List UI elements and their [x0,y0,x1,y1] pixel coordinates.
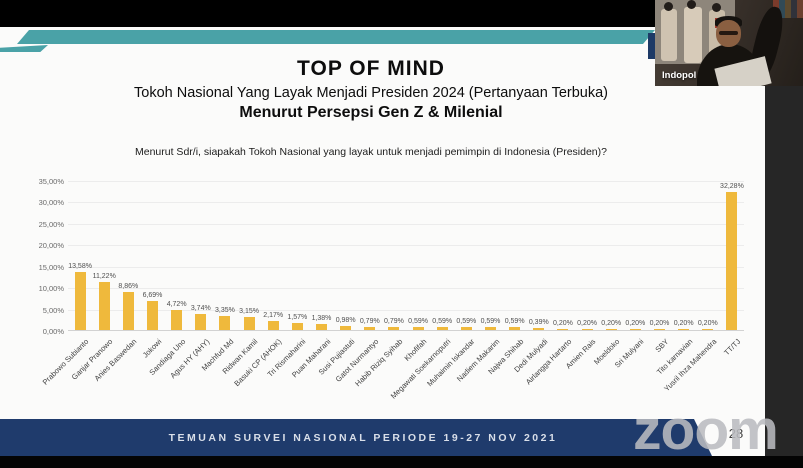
bar [267,320,279,330]
bar-value-label: 0,20% [552,319,573,327]
bar-value-label: 0,59% [432,318,453,326]
gridline [68,245,744,247]
zoom-watermark: zoom [633,398,779,462]
bar-value-label: 1,38% [311,315,332,323]
bar [485,327,496,330]
y-tick-label: 20,00% [38,241,64,251]
bar-value-label: 0,20% [577,319,597,327]
gridline [68,266,744,268]
bar [678,328,690,330]
bar-value-label: 0,20% [649,319,670,327]
bar [509,327,521,330]
gridline [68,288,744,290]
bar [364,326,376,330]
y-tick-label: 10,00% [38,284,64,294]
bar-value-label: 13,58% [68,262,92,270]
slide-subtitle-2: Menurut Persepsi Gen Z & Milenial [239,104,503,121]
bar [291,323,303,330]
bar [460,327,472,330]
bar [122,292,134,330]
bar [581,328,593,330]
y-tick-label: 15,00% [38,262,64,272]
bar [533,328,545,330]
slide-footer-text: TEMUAN SURVEI NASIONAL PERIODE 19-27 NOV… [168,431,558,444]
slide-title: TOP OF MIND [297,57,445,80]
bar [605,328,617,330]
letterbox-bottom [0,456,803,468]
bar-value-label: 0,59% [480,318,501,326]
bar-value-label: 8,86% [118,283,139,291]
gridline [68,202,744,204]
bar [98,281,110,330]
poster-figure [661,2,677,61]
bar-value-label: 0,59% [504,318,525,326]
y-tick-label: 5,00% [42,305,64,315]
bar [195,313,207,330]
bar [412,327,424,330]
bar-value-label: 0,39% [528,319,549,327]
slide-subtitle: Tokoh Nasional Yang Layak Menjadi Presid… [134,85,608,101]
bar [219,315,231,330]
gridline [68,223,744,225]
bar-value-label: 0,98% [335,316,356,324]
bar-value-label: 32,28% [720,182,744,190]
slide-ribbon-sliver [0,45,48,52]
bar-value-label: 0,79% [383,317,404,325]
shared-slide: TOP OF MIND Tokoh Nasional Yang Layak Me… [0,27,765,456]
bar [629,328,641,330]
bar-value-label: 3,35% [214,306,235,314]
bar [436,327,448,330]
bar-value-label: 0,20% [697,319,718,327]
bar-value-label: 3,15% [239,307,259,315]
x-axis-line [68,330,744,331]
poster-figure [684,0,702,63]
slide-ribbon-decoration [17,30,655,44]
y-tick-label: 0,00% [42,327,64,336]
participant-name-label: Indopol [662,70,697,81]
bar-value-label: 6,69% [142,292,163,300]
chart-plot: 0,00% 5,00% 10,00% 15,00% 20,00% 25,00% 30,00%… [39,177,744,401]
y-tick-label: 25,00% [38,219,64,229]
bar-value-label: 1,57% [287,314,308,322]
bar [654,328,665,330]
bar [243,316,255,330]
gridline [68,309,744,311]
y-tick-label: 35,00% [38,177,64,186]
bar [726,191,738,330]
bar-value-label: 4,72% [166,300,187,308]
participant-glasses [719,31,738,35]
bar [702,328,714,330]
bar [171,309,183,330]
bar-value-label: 0,20% [625,319,646,327]
bar [388,326,400,330]
bar-value-label: 0,59% [456,318,477,326]
bar [74,271,86,330]
y-tick-label: 30,00% [38,198,64,208]
bar-value-label: 0,59% [408,318,428,326]
slide-footer-bar: TEMUAN SURVEI NASIONAL PERIODE 19-27 NOV… [0,419,712,456]
bar-value-label: 0,79% [359,317,380,325]
slide-page-number: 28 [728,426,744,441]
survey-question: Menurut Sdr/i, siapakah Tokoh Nasional y… [135,146,607,158]
gridline [68,181,744,182]
bar-value-label: 0,20% [673,319,694,327]
bar [147,301,158,330]
slide-logo-fragment [648,33,656,59]
slide-title-block: TOP OF MIND Tokoh Nasional Yang Layak Me… [0,57,742,122]
bar [557,328,569,330]
bar-value-label: 2,17% [263,311,284,319]
bar-value-label: 3,74% [190,304,211,312]
bar [340,325,352,330]
webcam-tile[interactable]: Indopol [655,0,803,86]
bar-value-label: 0,20% [601,319,622,327]
bar [316,324,327,330]
bar-value-label: 11,22% [92,272,116,280]
